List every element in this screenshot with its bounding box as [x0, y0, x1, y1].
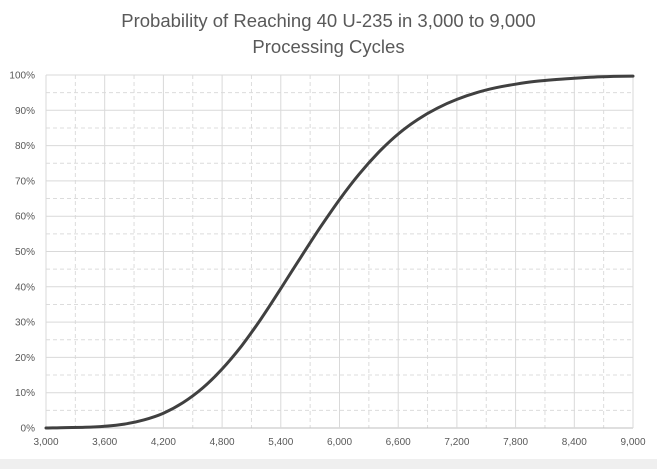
x-tick-label: 3,000: [33, 437, 58, 448]
x-tick-label: 7,800: [503, 437, 528, 448]
x-tick-label: 4,200: [151, 437, 176, 448]
probability-curve-line: [44, 74, 635, 430]
x-tick-label: 9,000: [620, 437, 645, 448]
y-tick-label: 20%: [15, 353, 35, 364]
chart-title-line-1: Probability of Reaching 40 U-235 in 3,00…: [121, 10, 536, 31]
x-tick-label: 6,600: [386, 437, 411, 448]
y-tick-label: 30%: [15, 318, 35, 329]
y-tick-label: 10%: [15, 388, 35, 399]
x-tick-label: 3,600: [92, 437, 117, 448]
y-tick-label: 80%: [15, 141, 35, 152]
x-tick-label: 4,800: [210, 437, 235, 448]
x-tick-label: 6,000: [327, 437, 352, 448]
chart-title: Probability of Reaching 40 U-235 in 3,00…: [0, 8, 657, 60]
y-tick-label: 70%: [15, 176, 35, 187]
y-tick-label: 100%: [9, 71, 35, 82]
y-tick-label: 40%: [15, 282, 35, 293]
x-tick-label: 7,200: [444, 437, 469, 448]
footer-band: [0, 459, 657, 469]
y-tick-label: 60%: [15, 212, 35, 223]
x-tick-label: 5,400: [268, 437, 293, 448]
x-tick-label: 8,400: [562, 437, 587, 448]
y-tick-label: 0%: [21, 424, 36, 435]
chart-title-line-2: Processing Cycles: [252, 36, 405, 57]
y-tick-label: 50%: [15, 247, 35, 258]
y-tick-label: 90%: [15, 106, 35, 117]
